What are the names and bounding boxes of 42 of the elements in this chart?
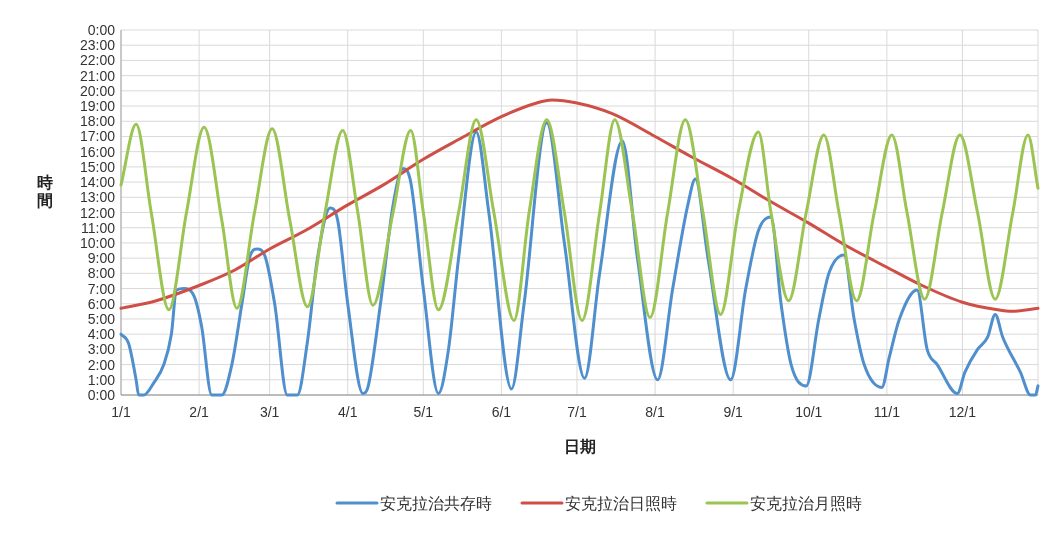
y-tick-label: 18:00 [79,113,116,130]
y-tick-label: 15:00 [79,158,116,175]
y-tick-label: 19:00 [79,98,116,115]
y-tick-label: 10:00 [79,234,116,251]
y-tick-label: 13:00 [79,189,116,206]
y-tick-label: 4:00 [87,326,116,343]
x-tick-label: 2/1 [189,404,210,420]
x-tick-label: 9/1 [723,404,744,420]
y-tick-label: 14:00 [79,174,116,191]
x-tick-label: 8/1 [645,404,666,420]
x-tick-label: 3/1 [259,404,280,420]
y-tick-label: 20:00 [79,82,116,99]
y-tick-label: 0:00 [87,387,116,403]
y-tick-label: 17:00 [79,128,116,145]
x-tick-label: 4/1 [338,404,358,420]
y-tick-label: 11:00 [81,219,116,236]
y-tick-label: 6:00 [87,295,116,312]
x-tick-label: 11/1 [873,404,901,420]
x-tick-label: 7/1 [567,404,587,420]
y-tick-label: 3:00 [87,341,116,358]
legend-label: 安克拉治月照時 [750,495,862,512]
legend-label: 安克拉治日照時 [565,495,677,512]
x-tick-label: 1/1 [111,404,131,420]
y-tick-label: 12:00 [79,204,116,221]
y-tick-label: 23:00 [79,37,116,54]
y-tick-label: 22:00 [79,52,116,69]
x-tick-label: 5/1 [413,404,434,420]
x-tick-label: 12/1 [948,404,977,420]
y-tick-label: 1:00 [87,371,116,388]
legend-label: 安克拉治共存時 [380,495,492,512]
x-tick-label: 6/1 [491,404,512,420]
y-tick-label: 5:00 [87,310,116,327]
y-tick-label: 0:00 [87,22,116,38]
x-tick-label: 10/1 [795,404,823,420]
y-tick-label: 9:00 [87,250,116,267]
y-tick-label: 7:00 [87,280,116,297]
y-tick-label: 21:00 [79,67,116,84]
y-tick-label: 2:00 [87,356,116,373]
y-tick-label: 8:00 [87,265,116,282]
x-axis-title: 日期 [563,438,596,455]
y-tick-label: 16:00 [79,143,116,160]
y-axis-title: 時間 [37,174,53,209]
